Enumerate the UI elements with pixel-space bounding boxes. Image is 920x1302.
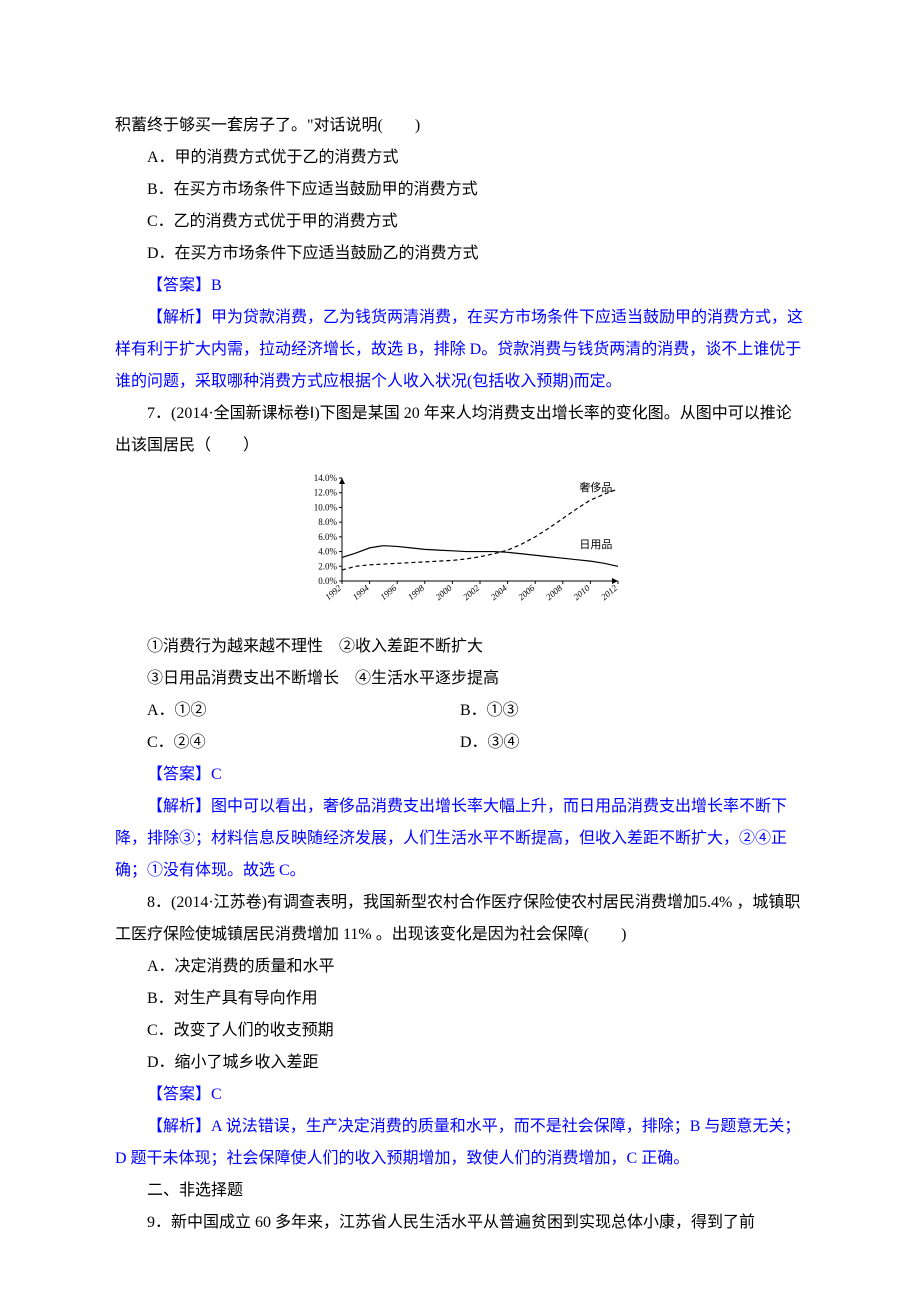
q7-option-row-1: A．①② B．①③ <box>115 695 805 727</box>
q6-analysis: 【解析】甲为贷款消费，乙为钱货两清消费，在买方市场条件下应适当鼓励甲的消费方式，… <box>115 302 805 398</box>
q8-stem: 8．(2014·江苏卷)有调查表明，我国新型农村合作医疗保险使农村居民消费增加5… <box>115 887 805 951</box>
q7-option-b: B．①③ <box>460 695 805 727</box>
svg-text:日用品: 日用品 <box>579 538 612 551</box>
q7-option-a: A．①② <box>115 695 460 727</box>
q6-answer: 【答案】B <box>115 270 805 302</box>
analysis-label: 【解析】 <box>147 309 211 326</box>
svg-text:10.0%: 10.0% <box>314 502 338 512</box>
q7-analysis: 【解析】图中可以看出，奢侈品消费支出增长率大幅上升，而日用品消费支出增长率不断下… <box>115 791 805 887</box>
q6-option-c: C．乙的消费方式优于甲的消费方式 <box>115 206 805 238</box>
q9-stem: 9．新中国成立 60 多年来，江苏省人民生活水平从普遍贫困到实现总体小康，得到了… <box>115 1207 805 1239</box>
q7-answer: 【答案】C <box>115 759 805 791</box>
svg-text:6.0%: 6.0% <box>318 532 337 542</box>
line-chart-svg: 0.0%2.0%4.0%6.0%8.0%10.0%12.0%14.0%19921… <box>290 470 630 615</box>
q7-items-1: ①消费行为越来越不理性 ②收入差距不断扩大 <box>115 631 805 663</box>
q6-option-a: A．甲的消费方式优于乙的消费方式 <box>115 142 805 174</box>
analysis-label: 【解析】 <box>147 1118 211 1135</box>
svg-text:2.0%: 2.0% <box>318 561 337 571</box>
q7-option-row-2: C．②④ D．③④ <box>115 727 805 759</box>
q8-option-a: A．决定消费的质量和水平 <box>115 951 805 983</box>
svg-text:12.0%: 12.0% <box>314 488 338 498</box>
svg-text:8.0%: 8.0% <box>318 517 337 527</box>
svg-text:4.0%: 4.0% <box>318 547 337 557</box>
q7-chart: 0.0%2.0%4.0%6.0%8.0%10.0%12.0%14.0%19921… <box>115 470 805 627</box>
q6-option-d: D．在买方市场条件下应适当鼓励乙的消费方式 <box>115 238 805 270</box>
section-2-heading: 二、非选择题 <box>115 1175 805 1207</box>
svg-text:14.0%: 14.0% <box>314 473 338 483</box>
q8-answer: 【答案】C <box>115 1079 805 1111</box>
document-page: 积蓄终于够买一套房子了。"对话说明( ) A．甲的消费方式优于乙的消费方式 B．… <box>0 0 920 1302</box>
analysis-text: 图中可以看出，奢侈品消费支出增长率大幅上升，而日用品消费支出增长率不断下降，排除… <box>115 798 787 879</box>
q7-option-d: D．③④ <box>460 727 805 759</box>
analysis-text: 甲为贷款消费，乙为钱货两清消费，在买方市场条件下应适当鼓励甲的消费方式，这样有利… <box>115 309 803 390</box>
q7-option-c: C．②④ <box>115 727 460 759</box>
svg-text:奢侈品: 奢侈品 <box>579 480 612 494</box>
analysis-label: 【解析】 <box>147 798 211 815</box>
q6-option-b: B．在买方市场条件下应适当鼓励甲的消费方式 <box>115 174 805 206</box>
q8-option-b: B．对生产具有导向作用 <box>115 983 805 1015</box>
q6-stem-continued: 积蓄终于够买一套房子了。"对话说明( ) <box>115 110 805 142</box>
q8-analysis: 【解析】A 说法错误，生产决定消费的质量和水平，而不是社会保障，排除；B 与题意… <box>115 1111 805 1175</box>
q7-stem: 7．(2014·全国新课标卷Ⅰ)下图是某国 20 年来人均消费支出增长率的变化图… <box>115 398 805 462</box>
q7-items-2: ③日用品消费支出不断增长 ④生活水平逐步提高 <box>115 663 805 695</box>
q8-option-d: D．缩小了城乡收入差距 <box>115 1047 805 1079</box>
q8-option-c: C．改变了人们的收支预期 <box>115 1015 805 1047</box>
analysis-text: A 说法错误，生产决定消费的质量和水平，而不是社会保障，排除；B 与题意无关；D… <box>115 1118 800 1167</box>
